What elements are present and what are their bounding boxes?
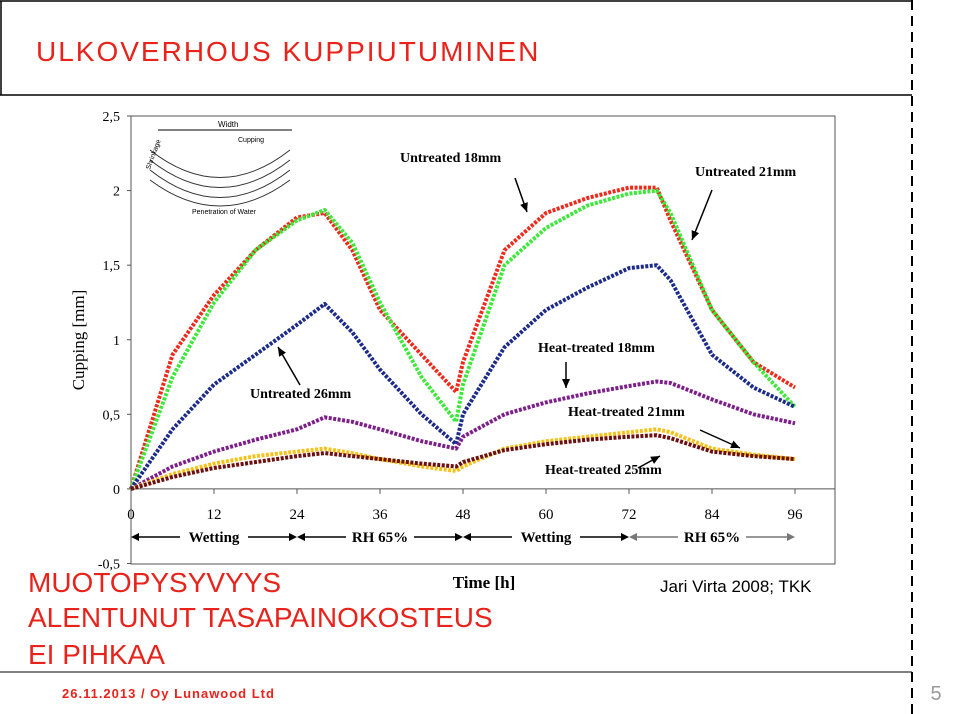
arrow-head <box>629 533 637 541</box>
y-tick-label: 1,5 <box>103 259 121 274</box>
pointer-head <box>691 230 700 240</box>
arrow-head <box>289 533 297 541</box>
label-bg <box>678 527 746 547</box>
x-tick-label: 0 <box>127 507 135 523</box>
y-tick-label: 1 <box>113 334 120 349</box>
pointer-head <box>650 456 660 464</box>
pointer-head <box>278 347 286 357</box>
x-tick-label: 36 <box>373 507 389 523</box>
slide-title: ULKOVERHOUS KUPPIUTUMINEN <box>36 36 540 67</box>
label-bg <box>512 527 580 547</box>
y-tick-label: 0 <box>113 483 120 498</box>
x-tick-label: 12 <box>207 507 222 523</box>
arrow-head <box>787 533 795 541</box>
x-tick-label: 60 <box>539 507 554 523</box>
series-label: Untreated 21mm <box>695 165 797 180</box>
series-label: Heat-treated 18mm <box>538 341 655 356</box>
inset-label: Cupping <box>238 137 264 144</box>
footer: 26.11.2013 / Oy Lunawood Ltd <box>62 686 275 701</box>
arrow-head <box>621 533 629 541</box>
x-tick-label: 24 <box>290 507 306 523</box>
series-line <box>130 379 796 491</box>
y-tick-label: 2 <box>113 185 120 200</box>
inset-label: Penetration of Water <box>192 209 257 216</box>
series-line <box>129 185 797 490</box>
bullet: MUOTOPYSYVYYS <box>28 567 281 598</box>
series-label: Heat-treated 21mm <box>568 405 685 420</box>
phase-label: Wetting <box>521 530 572 546</box>
y-tick-label: 0,5 <box>103 408 121 423</box>
series-line <box>130 427 796 491</box>
arrow-head <box>463 533 471 541</box>
y-tick-label: 2,5 <box>103 110 121 125</box>
series-label: Untreated 26mm <box>250 387 352 402</box>
arrow-head <box>455 533 463 541</box>
series-label: Heat-treated 25mm <box>545 463 662 478</box>
bullet: EI PIHKAA <box>28 639 165 670</box>
pointer-head <box>730 440 740 448</box>
x-axis-label: Time [h] <box>453 573 516 592</box>
x-tick-label: 72 <box>622 507 637 523</box>
arrow-head <box>297 533 305 541</box>
pointer-head <box>520 202 528 212</box>
label-bg <box>180 527 248 547</box>
x-tick-label: 48 <box>456 507 471 523</box>
bullet: ALENTUNUT TASAPAINOKOSTEUS <box>28 602 493 633</box>
arrow-head <box>131 533 139 541</box>
x-tick-label: 96 <box>788 507 804 523</box>
series-line <box>130 433 796 491</box>
phase-label: RH 65% <box>352 530 408 546</box>
phase-label: Wetting <box>189 530 240 546</box>
y-axis-label: Cupping [mm] <box>69 290 88 391</box>
series-line <box>129 188 797 490</box>
page-number: 5 <box>930 683 941 705</box>
inset-label: Width <box>218 120 238 129</box>
y-tick-label: -0,5 <box>98 558 120 573</box>
inset-board <box>149 149 291 207</box>
phase-label: RH 65% <box>684 530 740 546</box>
series-line <box>129 263 796 491</box>
chart: Cupping [mm] Time [h] Width Cupping Shri… <box>69 110 836 592</box>
source: Jari Virta 2008; TKK <box>660 577 812 596</box>
x-tick-label: 84 <box>705 507 721 523</box>
series-label: Untreated 18mm <box>400 151 502 166</box>
label-bg <box>346 527 414 547</box>
pointer-head <box>562 379 570 388</box>
